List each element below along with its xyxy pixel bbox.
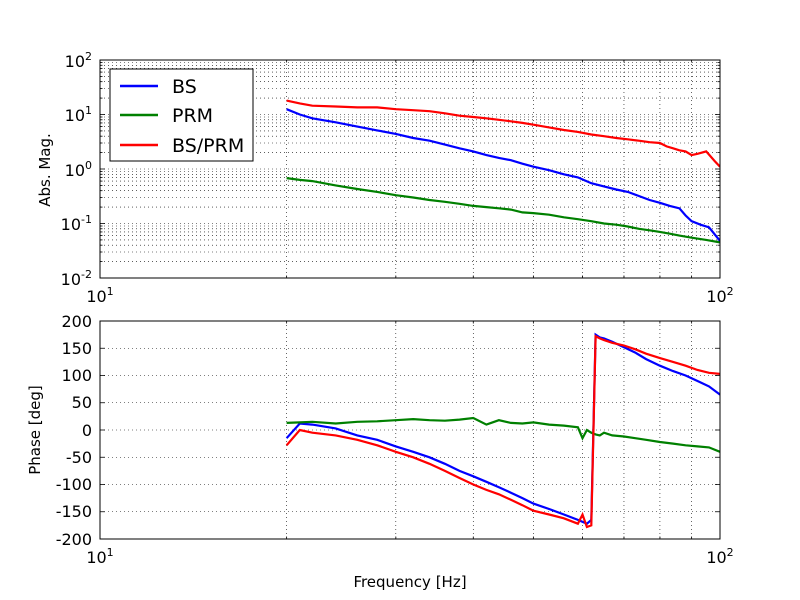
phase-ytick-label: 200: [61, 312, 92, 331]
phase-ytick-label: 0: [82, 421, 92, 440]
phase-axes-frame: [99, 320, 721, 540]
magnitude-series-prm-line: [286, 177, 720, 244]
phase-xtick-label: 101: [86, 546, 113, 567]
phase-ytick-label: -50: [66, 448, 92, 467]
magnitude-ytick-label: 102: [65, 50, 92, 71]
phase-ytick-label: -150: [56, 502, 92, 521]
magnitude-series-bs-prm-line: [286, 99, 720, 168]
phase-ylabel: Phase [deg]: [26, 385, 44, 475]
legend-label-bs-prm: BS/PRM: [172, 135, 244, 157]
magnitude-ytick-label: 10-2: [61, 268, 92, 289]
phase-series-prm-line: [286, 416, 720, 453]
legend: BS PRM BS/PRM: [109, 68, 254, 162]
phase-ytick-label: -100: [56, 475, 92, 494]
legend-label-prm: PRM: [172, 105, 213, 127]
phase-series-bs-prm-line: [285, 334, 720, 529]
magnitude-xtick-label: 102: [706, 285, 733, 306]
frequency-xlabel: Frequency [Hz]: [353, 573, 466, 591]
phase-panel: 200 150 100 50 0 -50 -100 -150 -200 101 …: [26, 312, 734, 591]
phase-ytick-label: 50: [72, 393, 92, 412]
phase-ytick-label: 150: [61, 339, 92, 358]
phase-ytick-label: -200: [56, 530, 92, 549]
magnitude-ylabel: Abs. Mag.: [36, 133, 54, 207]
magnitude-panel: 102 101 100 10-1 10-2 101 102 Abs. Mag. …: [36, 50, 734, 306]
magnitude-ytick-label: 101: [65, 104, 92, 125]
phase-series-bs-line: [285, 332, 720, 525]
magnitude-axes-frame: [99, 59, 721, 279]
magnitude-ytick-label: 100: [65, 159, 92, 180]
magnitude-xtick-label: 101: [86, 285, 113, 306]
legend-label-bs: BS: [172, 76, 197, 98]
phase-xtick-label: 102: [706, 546, 733, 567]
magnitude-grid: [100, 60, 720, 278]
phase-ytick-label: 100: [61, 366, 92, 385]
magnitude-ytick-label: 10-1: [61, 213, 92, 234]
magnitude-series-bs-line: [286, 108, 720, 242]
